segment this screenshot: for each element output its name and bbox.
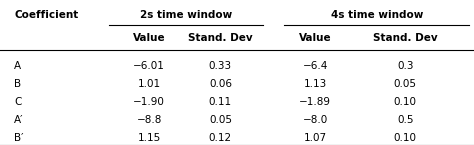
Text: 0.06: 0.06 (209, 79, 232, 89)
Text: Value: Value (299, 33, 331, 43)
Text: Coefficient: Coefficient (14, 10, 79, 20)
Text: 1.01: 1.01 (138, 79, 161, 89)
Text: B: B (14, 79, 21, 89)
Text: 0.33: 0.33 (209, 61, 232, 71)
Text: 1.13: 1.13 (303, 79, 327, 89)
Text: 2s time window: 2s time window (140, 10, 232, 20)
Text: C: C (14, 97, 22, 107)
Text: 1.07: 1.07 (304, 134, 327, 143)
Text: −6.4: −6.4 (302, 61, 328, 71)
Text: −1.90: −1.90 (133, 97, 165, 107)
Text: −6.01: −6.01 (133, 61, 165, 71)
Text: 0.10: 0.10 (394, 134, 417, 143)
Text: −8.8: −8.8 (137, 115, 162, 125)
Text: B′: B′ (14, 134, 24, 143)
Text: Value: Value (133, 33, 165, 43)
Text: 0.05: 0.05 (394, 79, 417, 89)
Text: 0.5: 0.5 (397, 115, 413, 125)
Text: A′: A′ (14, 115, 24, 125)
Text: Stand. Dev: Stand. Dev (188, 33, 253, 43)
Text: 0.3: 0.3 (397, 61, 413, 71)
Text: 0.05: 0.05 (209, 115, 232, 125)
Text: A: A (14, 61, 21, 71)
Text: −8.0: −8.0 (302, 115, 328, 125)
Text: 0.12: 0.12 (209, 134, 232, 143)
Text: Stand. Dev: Stand. Dev (373, 33, 438, 43)
Text: 1.15: 1.15 (137, 134, 161, 143)
Text: 0.11: 0.11 (209, 97, 232, 107)
Text: −1.89: −1.89 (299, 97, 331, 107)
Text: 4s time window: 4s time window (331, 10, 423, 20)
Text: 0.10: 0.10 (394, 97, 417, 107)
